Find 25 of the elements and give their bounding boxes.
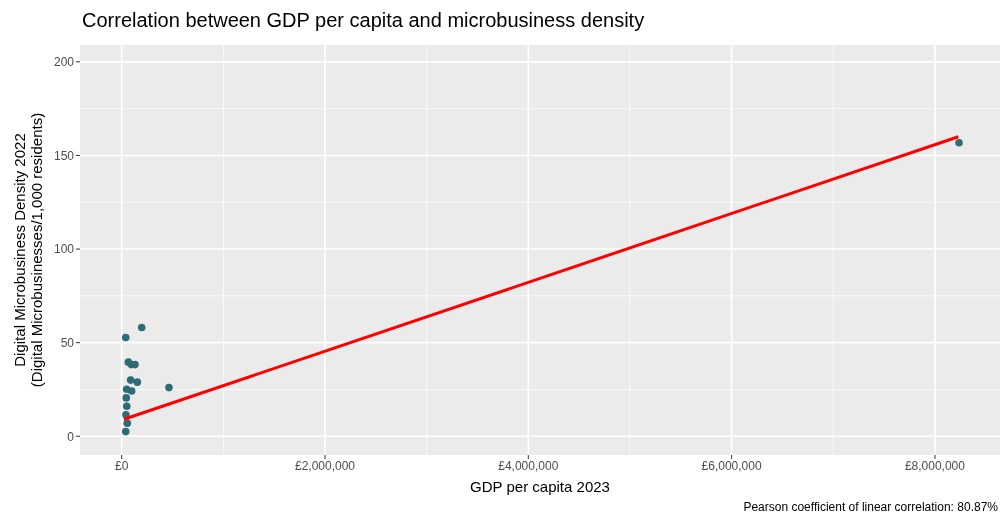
point [133,378,142,386]
x-tick-label: £8,000,000 [904,458,966,473]
point [137,323,146,332]
point [122,402,131,411]
point [122,385,131,394]
text: Pearson coefficient of linear correlation: 80.87% [743,500,998,514]
y-tick-label: 200 [53,55,75,70]
x-tick-label: £6,000,000 [701,458,762,473]
chart-title: Correlation between GDP per capita and microbusiness density [82,9,645,32]
y-axis-title: Digital Microbusiness Density 2022 (Digital Microbusinesses/1,000 residents) [11,112,45,388]
y-tick-label: 100 [53,242,75,257]
point [955,138,963,147]
point [121,333,130,342]
y-tick-label: 150 [53,148,75,163]
y-tick-label: 50 [60,335,75,350]
x-tick-label: £0 [115,458,129,473]
x-axis-title: GDP per capita 2023 [469,478,611,495]
y-tick-label: 0 [67,429,75,444]
point [165,383,173,392]
point [126,376,135,384]
x-tick-label: £2,000,000 [294,458,356,473]
x-tick-label: £4,000,000 [498,458,559,473]
point [123,419,132,427]
point [122,394,131,402]
point [121,427,130,436]
